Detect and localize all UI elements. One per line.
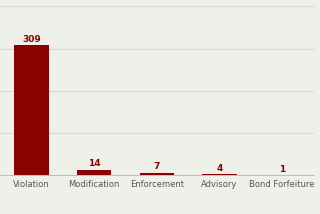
Text: 7: 7 xyxy=(154,162,160,171)
Bar xyxy=(14,45,49,175)
Bar xyxy=(77,169,111,175)
Text: 4: 4 xyxy=(216,163,223,172)
Text: 1: 1 xyxy=(279,165,285,174)
Bar xyxy=(202,174,237,175)
Text: 309: 309 xyxy=(22,35,41,44)
Bar xyxy=(140,172,174,175)
Text: 14: 14 xyxy=(88,159,100,168)
